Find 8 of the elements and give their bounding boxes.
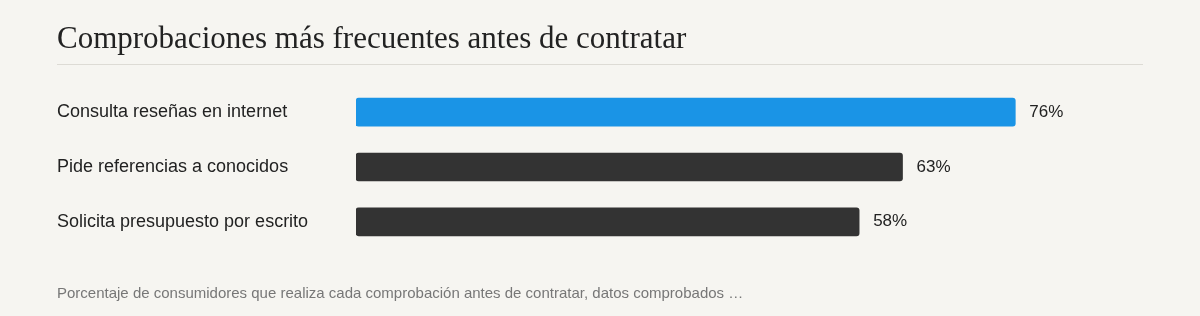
data-label: 63%: [916, 156, 951, 176]
chart-title: Comprobaciones más frecuentes antes de contratar: [57, 20, 1143, 65]
y-tick-label: Consulta reseñas en internet: [57, 101, 288, 122]
data-label: 76%: [1029, 101, 1064, 121]
y-tick-label: Solicita presupuesto por escrito: [57, 210, 309, 231]
data-label: 58%: [873, 211, 908, 231]
y-tick-label: Pide referencias a conocidos: [57, 155, 289, 176]
text: Porcentaje de consumidores que realiza cada comprobación antes de contratar, datos comprobados …: [57, 284, 744, 301]
